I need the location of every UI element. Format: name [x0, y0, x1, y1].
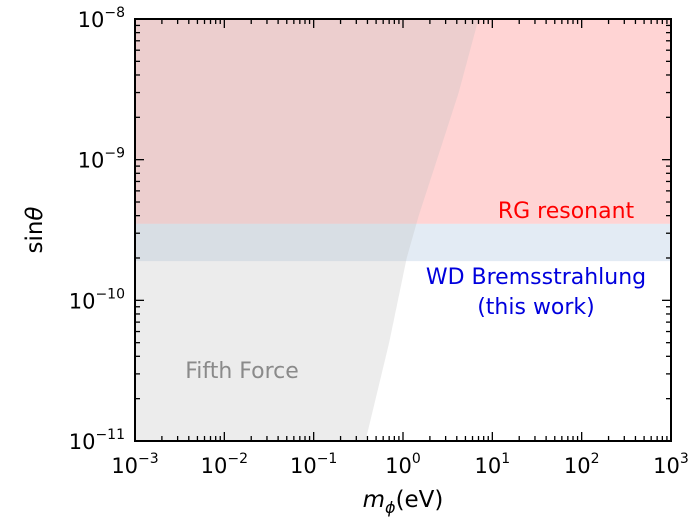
x-axis-title: mϕ(eV) — [363, 487, 444, 517]
x-tick-label: 10−2 — [201, 451, 248, 478]
x-axis-unit: (eV) — [396, 487, 444, 513]
x-tick-label: 103 — [653, 451, 689, 478]
x-tick-label: 10−3 — [111, 451, 158, 478]
rg-resonant-label: RG resonant — [498, 199, 635, 224]
exclusion-regions — [135, 19, 671, 441]
wd-bremsstrahlung-label: WD Bremsstrahlung — [426, 265, 646, 290]
wd-bremsstrahlung-region — [135, 223, 671, 262]
y-axis-symbol: θ — [22, 206, 48, 220]
x-axis-subscript: ϕ — [385, 498, 396, 517]
fifth-force-label: Fifth Force — [185, 359, 299, 384]
x-axis-symbol: m — [363, 487, 385, 513]
y-tick-label: 10−10 — [69, 286, 125, 313]
y-axis-prefix: sin — [22, 221, 48, 254]
fifth-force-region — [135, 19, 479, 441]
region-labels: RG resonant WD Bremsstrahlung (this work) F… — [185, 199, 646, 384]
wd-bremsstrahlung-label: (this work) — [477, 295, 595, 320]
y-tick-label: 10−9 — [78, 146, 125, 173]
axis-ticks — [134, 18, 672, 442]
x-tick-label: 102 — [564, 451, 600, 478]
x-tick-label: 100 — [385, 451, 421, 478]
x-tick-label: 101 — [475, 451, 511, 478]
x-tick-label: 10−1 — [290, 451, 337, 478]
y-tick-label: 10−11 — [69, 427, 125, 454]
y-axis-title: sinθ — [22, 206, 48, 253]
tick-labels: 10−3 10−2 10−1 100 101 102 103 10−11 10−10 10−9 10… — [69, 5, 689, 478]
rg-resonant-region — [135, 19, 671, 224]
y-tick-label: 10−8 — [78, 5, 125, 32]
